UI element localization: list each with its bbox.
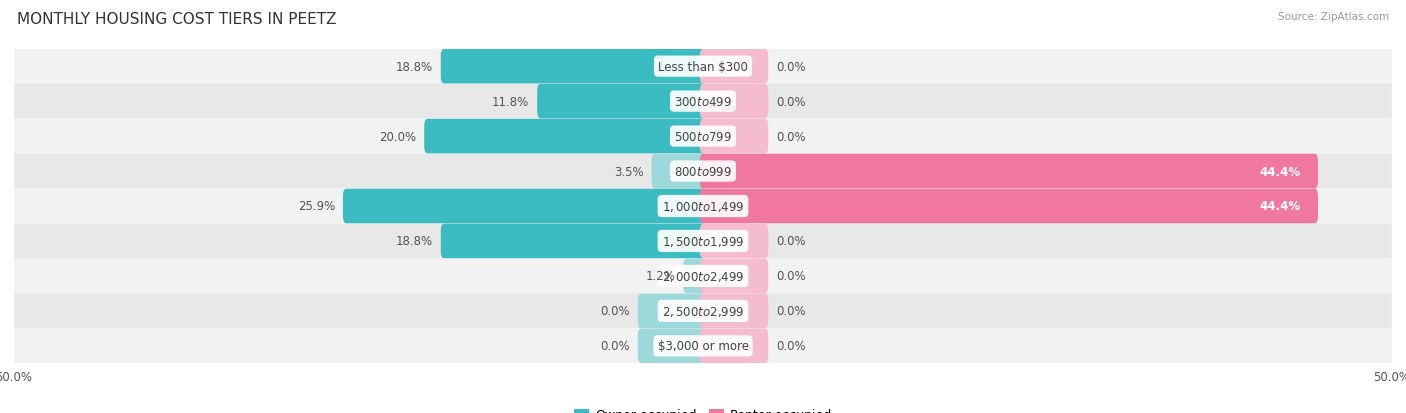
Text: $500 to $799: $500 to $799 [673,130,733,143]
Text: 0.0%: 0.0% [600,339,630,352]
FancyBboxPatch shape [14,119,1392,154]
FancyBboxPatch shape [537,85,706,119]
FancyBboxPatch shape [683,259,706,294]
Text: $1,500 to $1,999: $1,500 to $1,999 [662,235,744,248]
Text: 0.0%: 0.0% [776,95,806,108]
FancyBboxPatch shape [440,50,706,84]
Text: $1,000 to $1,499: $1,000 to $1,499 [662,199,744,214]
FancyBboxPatch shape [700,154,1317,189]
FancyBboxPatch shape [14,294,1392,329]
FancyBboxPatch shape [700,259,768,294]
FancyBboxPatch shape [700,329,768,363]
FancyBboxPatch shape [14,189,1392,224]
Text: $800 to $999: $800 to $999 [673,165,733,178]
Text: 0.0%: 0.0% [776,339,806,352]
Text: 0.0%: 0.0% [776,235,806,248]
FancyBboxPatch shape [14,259,1392,294]
Text: MONTHLY HOUSING COST TIERS IN PEETZ: MONTHLY HOUSING COST TIERS IN PEETZ [17,12,336,27]
Text: 0.0%: 0.0% [776,270,806,283]
Text: 18.8%: 18.8% [396,61,433,74]
Text: 0.0%: 0.0% [776,130,806,143]
FancyBboxPatch shape [440,224,706,259]
Text: 18.8%: 18.8% [396,235,433,248]
Text: 3.5%: 3.5% [614,165,644,178]
Text: Less than $300: Less than $300 [658,61,748,74]
Legend: Owner-occupied, Renter-occupied: Owner-occupied, Renter-occupied [568,404,838,413]
Text: $300 to $499: $300 to $499 [673,95,733,108]
Text: Source: ZipAtlas.com: Source: ZipAtlas.com [1278,12,1389,22]
Text: 44.4%: 44.4% [1260,165,1301,178]
FancyBboxPatch shape [700,50,768,84]
FancyBboxPatch shape [638,329,706,363]
FancyBboxPatch shape [14,84,1392,119]
FancyBboxPatch shape [14,224,1392,259]
FancyBboxPatch shape [700,189,1317,224]
Text: 44.4%: 44.4% [1260,200,1301,213]
Text: $3,000 or more: $3,000 or more [658,339,748,352]
Text: 0.0%: 0.0% [776,305,806,318]
Text: 0.0%: 0.0% [776,61,806,74]
Text: $2,500 to $2,999: $2,500 to $2,999 [662,304,744,318]
Text: $2,000 to $2,499: $2,000 to $2,499 [662,269,744,283]
FancyBboxPatch shape [425,119,706,154]
FancyBboxPatch shape [14,50,1392,84]
FancyBboxPatch shape [700,224,768,259]
FancyBboxPatch shape [343,189,706,224]
FancyBboxPatch shape [700,119,768,154]
FancyBboxPatch shape [700,294,768,328]
FancyBboxPatch shape [700,85,768,119]
FancyBboxPatch shape [651,154,706,189]
FancyBboxPatch shape [638,294,706,328]
Text: 1.2%: 1.2% [645,270,675,283]
Text: 20.0%: 20.0% [380,130,416,143]
Text: 11.8%: 11.8% [492,95,530,108]
Text: 25.9%: 25.9% [298,200,335,213]
FancyBboxPatch shape [14,154,1392,189]
FancyBboxPatch shape [14,329,1392,363]
Text: 0.0%: 0.0% [600,305,630,318]
